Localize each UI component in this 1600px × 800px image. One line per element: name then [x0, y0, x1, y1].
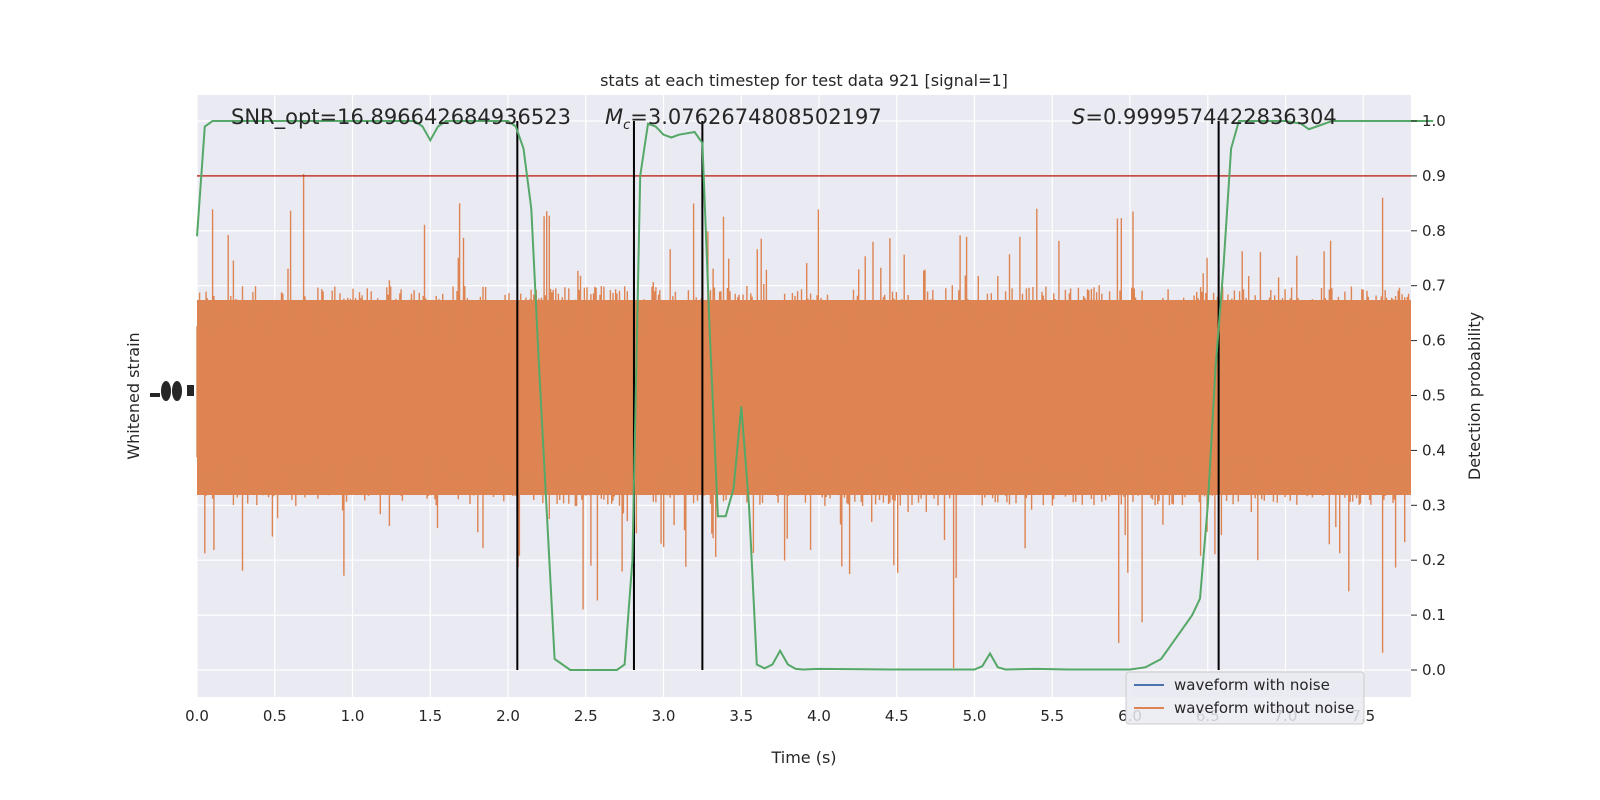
y-right-tick-label: 0.6	[1422, 332, 1446, 350]
chirp-mass-annotation: Mc=3.0762674808502197	[605, 105, 882, 133]
waveform-without-noise-trace	[196, 174, 1411, 668]
detection-probability-series	[196, 120, 1434, 671]
y-right-tick-label: 0.7	[1422, 277, 1446, 295]
y-right-tick-label: 0.3	[1422, 496, 1446, 514]
x-tick-label: 4.5	[885, 707, 909, 725]
y-axis-right-title: Detection probability	[1465, 312, 1484, 480]
y-right-tick-label: 0.9	[1422, 167, 1446, 185]
detection-probability-line	[196, 120, 1434, 671]
snr-annotation: SNR_opt=16.896642684936523	[231, 105, 571, 130]
left-axis-tick-artifacts	[150, 381, 194, 401]
legend-box	[1125, 671, 1365, 725]
chirp-mass-symbol: M	[605, 105, 623, 129]
y-right-tick-label: 0.1	[1422, 606, 1446, 624]
x-tick-label: 0.5	[263, 707, 287, 725]
y-right-ticks: 0.0 0.1 0.2 0.3 0.4 0.5 0.6 0.7 0.8 0.9 1.0	[1411, 112, 1446, 679]
score-value: =0.9999574422836304	[1085, 105, 1336, 129]
y-right-tick-label: 0.8	[1422, 222, 1446, 240]
x-tick-label: 5.0	[963, 707, 987, 725]
x-tick-label: 5.5	[1040, 707, 1064, 725]
y-axis-left-title: Whitened strain	[124, 332, 143, 459]
y-right-tick-label: 0.5	[1422, 387, 1446, 405]
score-annotation: S=0.9999574422836304	[1072, 105, 1337, 129]
x-tick-label: 2.5	[574, 707, 598, 725]
y-right-tick-label: 0.2	[1422, 551, 1446, 569]
x-tick-label: 3.0	[652, 707, 676, 725]
x-tick-label: 0.0	[185, 707, 209, 725]
score-symbol: S	[1072, 105, 1085, 129]
y-right-tick-label: 0.4	[1422, 441, 1446, 459]
legend-label-with-noise: waveform with noise	[1174, 676, 1330, 694]
x-tick-label: 1.5	[418, 707, 442, 725]
x-axis-title: Time (s)	[770, 748, 836, 767]
waveform-without-noise-path	[196, 174, 1411, 668]
chirp-mass-value: =3.0762674808502197	[630, 105, 881, 129]
x-tick-label: 1.0	[341, 707, 365, 725]
legend-label-without-noise: waveform without noise	[1174, 699, 1354, 717]
chirp-mass-subscript: c	[623, 118, 630, 133]
chart-title: stats at each timestep for test data 921…	[600, 71, 1008, 90]
x-tick-label: 4.0	[807, 707, 831, 725]
y-right-tick-label: 0.0	[1422, 661, 1446, 679]
x-tick-label: 3.5	[729, 707, 753, 725]
x-tick-label: 2.0	[496, 707, 520, 725]
vertical-markers	[516, 121, 1220, 670]
y-right-tick-label: 1.0	[1422, 112, 1446, 130]
legend: waveform with noise waveform without noi…	[1125, 671, 1365, 725]
